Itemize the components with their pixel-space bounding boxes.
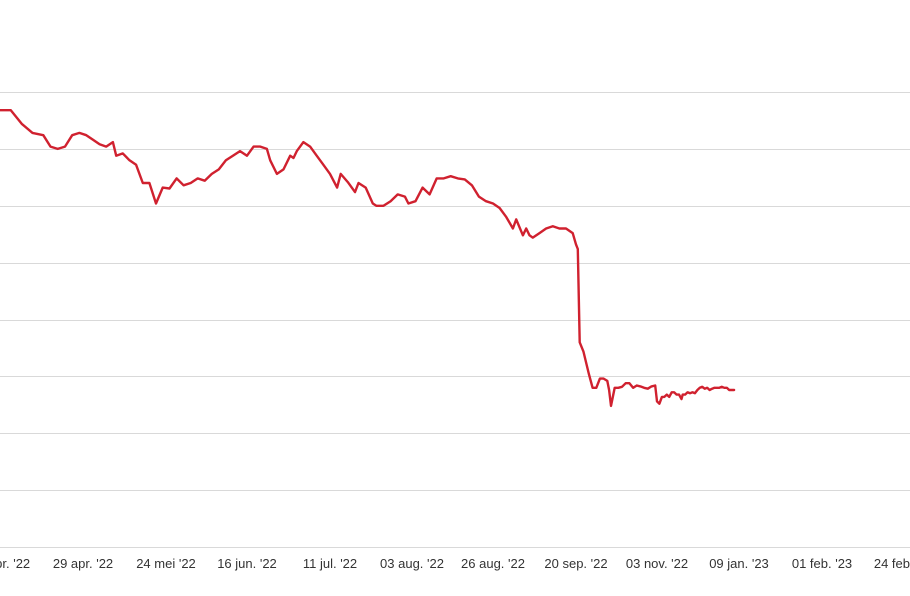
x-tick-label: 24 feb. '23: [874, 556, 910, 571]
x-tick-label: 09 jan. '23: [709, 556, 769, 571]
x-tick-label: 11 jul. '22: [303, 556, 357, 571]
x-tick-label: 03 nov. '22: [626, 556, 688, 571]
series-layer: [0, 108, 736, 408]
x-tick-label: 06 apr. '22: [0, 556, 30, 571]
x-tick-label: 01 feb. '23: [792, 556, 852, 571]
x-tick-labels: 06 apr. '22 29 apr. '22 24 mei '22 16 jun. …: [0, 556, 910, 571]
x-tick-label: 03 aug. '22: [380, 556, 444, 571]
series-line: [0, 108, 736, 408]
x-tick-label: 16 jun. '22: [217, 556, 277, 571]
x-tick-label: 20 sep. '22: [544, 556, 607, 571]
x-tick-label: 24 mei '22: [136, 556, 196, 571]
x-tick-label: 26 aug. '22: [461, 556, 525, 571]
grid-layer: [0, 92, 910, 548]
x-tick-label: 29 apr. '22: [53, 556, 113, 571]
